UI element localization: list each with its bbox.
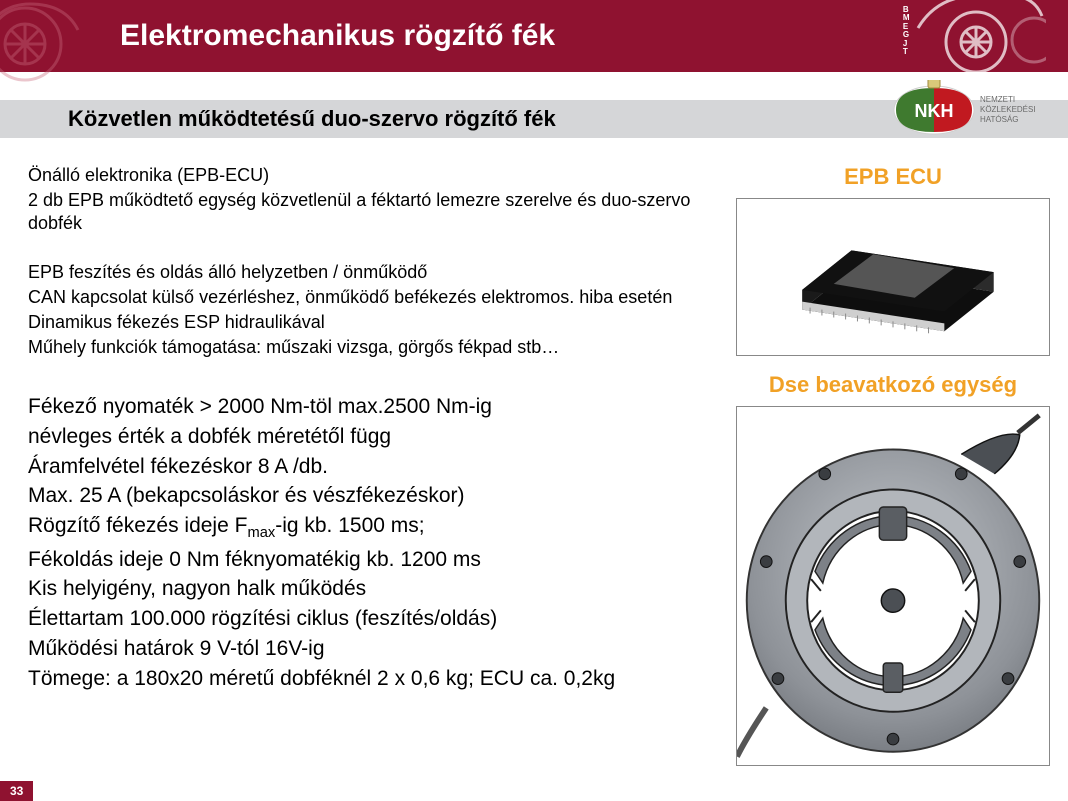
spec-line: Élettartam 100.000 rögzítési ciklus (fes… <box>28 605 720 633</box>
nkh-text-3: HATÓSÁG <box>980 115 1019 124</box>
text-line: 2 db EPB működtető egység közvetlenül a … <box>28 189 720 235</box>
subheader-title: Közvetlen működtetésű duo-szervo rögzítő… <box>68 106 556 132</box>
car-wheel-decoration-left <box>0 0 90 82</box>
bme-vertical-label: B M E G J T <box>903 6 910 56</box>
content-area: Önálló elektronika (EPB-ECU) 2 db EPB mű… <box>0 138 1068 782</box>
dse-actuator-image <box>736 406 1050 766</box>
image-title-2: Dse beavatkozó egység <box>736 372 1050 398</box>
brake-illustration <box>737 407 1049 765</box>
spec-line: Max. 25 A (bekapcsoláskor és vészfékezés… <box>28 482 720 510</box>
image-column: EPB ECU <box>720 164 1050 782</box>
ecu-illustration <box>737 199 1049 355</box>
car-wheel-decoration-right <box>916 0 1046 80</box>
text-line: CAN kapcsolat külső vezérléshez, önműköd… <box>28 286 720 309</box>
spec-line: Fékoldás ideje 0 Nm féknyomatékig kb. 12… <box>28 546 720 574</box>
nkh-logo: NKH NEMZETI KÖZLEKEDÉSI HATÓSÁG <box>892 80 1052 138</box>
text-line: EPB feszítés és oldás álló helyzetben / … <box>28 261 720 284</box>
epb-ecu-image <box>736 198 1050 356</box>
nkh-text-1: NEMZETI <box>980 95 1015 104</box>
page-title: Elektromechanikus rögzítő fék <box>120 19 555 53</box>
nkh-acronym: NKH <box>915 101 954 121</box>
text-line: Önálló elektronika (EPB-ECU) <box>28 164 720 187</box>
nkh-text-2: KÖZLEKEDÉSI <box>980 105 1036 114</box>
intro-block-2: EPB feszítés és oldás álló helyzetben / … <box>28 261 720 359</box>
spec-line: névleges érték a dobfék méretétől függ <box>28 423 720 451</box>
spec-line: Fékező nyomaték > 2000 Nm-töl max.2500 N… <box>28 393 720 421</box>
image-title-1: EPB ECU <box>736 164 1050 190</box>
spec-line: Működési határok 9 V-tól 16V-ig <box>28 635 720 663</box>
text-column: Önálló elektronika (EPB-ECU) 2 db EPB mű… <box>28 164 720 782</box>
header-bar: Elektromechanikus rögzítő fék B M E G J … <box>0 0 1068 72</box>
page-number: 33 <box>0 781 33 801</box>
spec-line: Rögzítő fékezés ideje Fmax-ig kb. 1500 m… <box>28 512 720 544</box>
spec-line: Kis helyigény, nagyon halk működés <box>28 575 720 603</box>
bme-line: T <box>903 48 910 56</box>
text-line: Dinamikus fékezés ESP hidraulikával <box>28 311 720 334</box>
specs-block: Fékező nyomaték > 2000 Nm-töl max.2500 N… <box>28 393 720 692</box>
text-line: Műhely funkciók támogatása: műszaki vizs… <box>28 336 720 359</box>
spec-line: Tömege: a 180x20 méretű dobféknél 2 x 0,… <box>28 665 720 693</box>
intro-block-1: Önálló elektronika (EPB-ECU) 2 db EPB mű… <box>28 164 720 235</box>
spec-line: Áramfelvétel fékezéskor 8 A /db. <box>28 453 720 481</box>
